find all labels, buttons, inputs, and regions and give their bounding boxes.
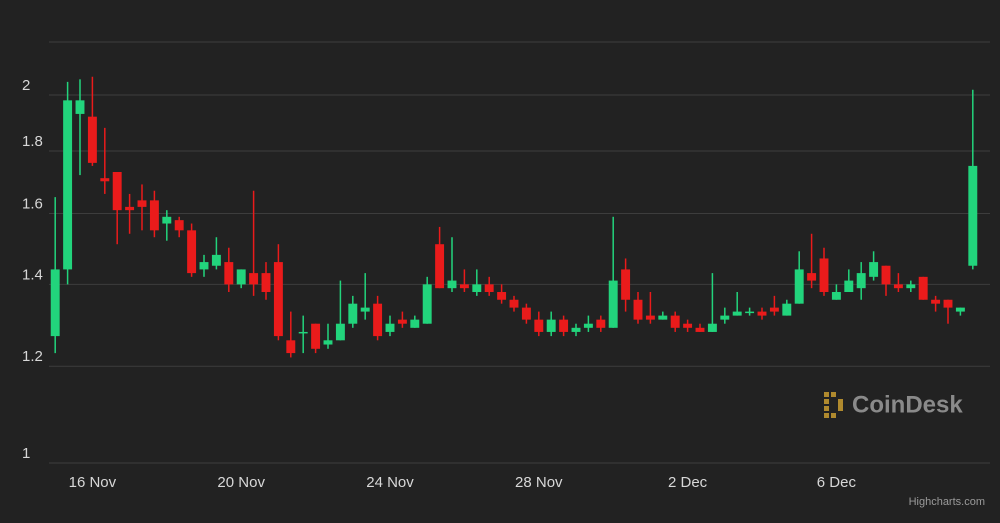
- candle-body: [893, 284, 903, 289]
- candle-body: [683, 323, 693, 328]
- candle-body: [75, 100, 85, 114]
- y-tick-label: 1.8: [22, 133, 43, 150]
- candle-body: [906, 284, 916, 289]
- candle-body: [410, 319, 420, 328]
- candle-body: [348, 303, 358, 324]
- candle-body: [720, 315, 730, 320]
- candle-body: [273, 262, 283, 337]
- candle-body: [521, 307, 531, 320]
- credits: Highcharts.com: [909, 496, 985, 508]
- candle-body: [87, 116, 97, 163]
- candle-body: [187, 230, 197, 274]
- candle-body: [831, 292, 841, 300]
- candle-body: [199, 262, 209, 270]
- candle-body: [447, 280, 457, 289]
- y-tick-label: 1.2: [22, 348, 43, 365]
- candle-body: [695, 327, 705, 332]
- candle-body: [249, 273, 259, 285]
- candle-body: [943, 299, 953, 308]
- candle-body: [335, 323, 345, 341]
- candle-body: [571, 327, 581, 332]
- candle-body: [534, 319, 544, 332]
- candle-body: [745, 311, 755, 314]
- candle-body: [311, 323, 321, 349]
- candle-body: [869, 262, 879, 277]
- y-tick-label: 2: [22, 77, 30, 94]
- candle-body: [63, 100, 73, 270]
- candle-body: [509, 299, 519, 308]
- candle-body: [224, 262, 234, 285]
- candle-body: [819, 258, 829, 293]
- candle-body: [559, 319, 569, 332]
- candle-body: [769, 307, 779, 312]
- candle-body: [757, 311, 767, 316]
- candle-body: [794, 269, 804, 304]
- y-tick-label: 1: [22, 445, 30, 462]
- candle-body: [261, 273, 271, 293]
- candle-body: [472, 284, 482, 293]
- x-tick-label: 2 Dec: [668, 474, 708, 491]
- candle-body: [137, 200, 147, 207]
- candle-body: [707, 323, 717, 332]
- candle-body: [100, 178, 110, 182]
- candle-body: [323, 340, 333, 345]
- candle-body: [497, 292, 507, 300]
- candle-body: [608, 280, 618, 328]
- watermark: CoinDesk: [852, 391, 963, 418]
- candle-body: [596, 319, 606, 328]
- candle-body: [881, 265, 891, 285]
- candle-body: [373, 303, 383, 337]
- candle-body: [621, 269, 631, 300]
- candle-body: [732, 311, 742, 316]
- candle-body: [174, 220, 184, 231]
- x-tick-label: 6 Dec: [817, 474, 857, 491]
- candle-body: [112, 172, 122, 211]
- watermark-logo: [824, 392, 843, 418]
- candle-body: [50, 269, 60, 337]
- candle-body: [955, 307, 965, 312]
- candle-body: [236, 269, 246, 285]
- y-tick-label: 1.6: [22, 195, 43, 212]
- x-tick-label: 24 Nov: [366, 474, 414, 491]
- candle-body: [844, 280, 854, 293]
- candle-body: [918, 276, 928, 300]
- candle-body: [484, 284, 494, 293]
- y-tick-label: 1.4: [22, 266, 43, 283]
- candle-body: [385, 323, 395, 332]
- x-tick-label: 20 Nov: [217, 474, 265, 491]
- candle-body: [286, 340, 296, 354]
- candle-body: [546, 319, 556, 332]
- candle-body: [658, 315, 668, 320]
- candle-body: [807, 273, 817, 281]
- candle-body: [435, 244, 445, 289]
- candle-body: [298, 331, 308, 334]
- candle-body: [459, 284, 469, 289]
- candle-body: [782, 303, 792, 316]
- x-tick-label: 28 Nov: [515, 474, 563, 491]
- candle-body: [125, 206, 135, 211]
- candle-body: [645, 315, 655, 320]
- candle-body: [211, 254, 221, 266]
- candle-body: [670, 315, 680, 328]
- candle-body: [931, 299, 941, 304]
- x-tick-label: 16 Nov: [69, 474, 117, 491]
- candle-body: [856, 273, 866, 289]
- candle-body: [397, 319, 407, 324]
- candle-body: [633, 299, 643, 320]
- candle-body: [360, 307, 370, 312]
- candle-body: [149, 200, 159, 231]
- candle-body: [422, 284, 432, 324]
- candle-body: [162, 216, 172, 224]
- candle-body: [583, 323, 593, 328]
- candle-body: [968, 165, 978, 266]
